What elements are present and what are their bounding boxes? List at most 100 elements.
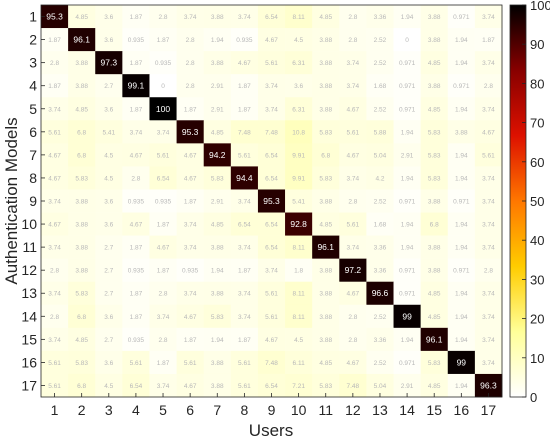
heatmap-cell — [447, 120, 476, 144]
cell-value-label: 3.74 — [238, 245, 251, 252]
cell-value-label: 3.74 — [48, 337, 61, 344]
heatmap-cell — [149, 281, 177, 306]
heatmap-cell — [312, 143, 340, 167]
cell-value-label: 5.83 — [319, 383, 332, 390]
cell-value-label: 5.83 — [75, 175, 88, 182]
cell-value-label: 3.74 — [238, 14, 251, 21]
y-tick-label: 11 — [22, 239, 37, 255]
heatmap-cell — [339, 143, 367, 167]
cell-value-label: 95.3 — [182, 127, 199, 137]
heatmap-cell — [95, 28, 123, 52]
heatmap-cell — [68, 166, 96, 190]
cell-value-label: 3.74 — [482, 291, 495, 298]
cell-value-label: 1.94 — [401, 14, 414, 21]
heatmap-cell — [447, 327, 476, 352]
heatmap-cell — [230, 166, 259, 190]
cell-value-label: 4.67 — [184, 383, 197, 390]
cell-value-label: 2.8 — [159, 337, 168, 344]
heatmap-cell — [285, 327, 313, 352]
cell-value-label: 3.74 — [482, 60, 495, 67]
heatmap-cell — [339, 373, 367, 398]
heatmap-cell — [339, 74, 367, 98]
cell-value-label: 3.88 — [75, 222, 88, 229]
heatmap-cell — [447, 28, 476, 52]
cell-value-label: 3.88 — [211, 14, 224, 21]
heatmap-cell — [447, 5, 476, 29]
cell-value-label: 9.91 — [292, 175, 305, 182]
heatmap-cell — [122, 51, 150, 75]
heatmap-cell — [257, 212, 286, 236]
cell-value-label: 7.48 — [265, 360, 278, 367]
cell-value-label: 0.935 — [155, 199, 172, 206]
heatmap-cell — [339, 350, 367, 375]
heatmap-cell — [95, 74, 123, 98]
y-tick-label: 5 — [29, 101, 37, 117]
cell-value-label: 5.61 — [48, 360, 61, 367]
cell-value-label: 0.971 — [399, 60, 416, 67]
cell-value-label: 3.88 — [319, 106, 332, 113]
cell-value-label: 3.36 — [374, 268, 387, 275]
heatmap-cell — [393, 373, 421, 398]
cell-value-label: 3.74 — [482, 245, 495, 252]
y-tick-label: 7 — [29, 147, 37, 163]
cell-value-label: 3.74 — [238, 199, 251, 206]
cell-value-label: 1.94 — [401, 175, 414, 182]
heatmap-cell — [339, 235, 367, 259]
cell-value-label: 1.94 — [401, 245, 414, 252]
cell-value-label: 5.61 — [48, 383, 61, 390]
heatmap-cell — [203, 120, 232, 144]
cell-value-label: 3.74 — [157, 314, 170, 321]
cell-value-label: 7.48 — [265, 129, 278, 136]
heatmap-cell — [95, 189, 123, 213]
cell-value-label: 2.7 — [104, 291, 113, 298]
heatmap-cell — [366, 120, 394, 144]
colorbar-tick-label: 30 — [530, 272, 544, 287]
cell-value-label: 4.67 — [130, 222, 143, 229]
heatmap-cell — [420, 281, 449, 306]
heatmap-cell — [312, 28, 340, 52]
y-tick-label: 6 — [29, 124, 37, 140]
cell-value-label: 94.4 — [236, 173, 253, 183]
cell-value-label: 5.88 — [374, 129, 387, 136]
heatmap-cell — [339, 97, 367, 121]
heatmap-cell — [474, 212, 503, 236]
heatmap-cell — [122, 74, 150, 98]
cell-value-label: 2.52 — [374, 199, 387, 206]
cell-value-label: 4.67 — [482, 129, 495, 136]
cell-value-label: 1.87 — [130, 106, 143, 113]
cell-value-label: 1.94 — [211, 268, 224, 275]
cell-value-label: 1.87 — [184, 337, 197, 344]
heatmap-cell — [95, 304, 123, 329]
heatmap-cell — [420, 235, 449, 259]
cell-value-label: 4.67 — [130, 152, 143, 159]
heatmap-cell — [149, 304, 177, 329]
cell-value-label: 5.61 — [238, 152, 251, 159]
cell-value-label: 1.94 — [455, 37, 468, 44]
cell-value-label: 3.88 — [211, 245, 224, 252]
cell-value-label: 3.88 — [211, 360, 224, 367]
cell-value-label: 5.61 — [265, 60, 278, 67]
x-tick-label: 8 — [240, 402, 248, 418]
heatmap-cell — [41, 97, 69, 121]
heatmap-cell — [312, 281, 340, 306]
cell-value-label: 5.83 — [428, 152, 441, 159]
heatmap-cell — [176, 235, 205, 259]
cell-value-label: 4.67 — [184, 152, 197, 159]
cell-value-label: 2.7 — [104, 83, 113, 90]
cell-value-label: 96.3 — [480, 380, 497, 390]
heatmap-cell — [230, 189, 259, 213]
cell-value-label: 4.67 — [265, 337, 278, 344]
cell-value-label: 1.94 — [455, 314, 468, 321]
cell-value-label: 4.85 — [428, 60, 441, 67]
cell-value-label: 5.61 — [48, 129, 61, 136]
colorbar-tick-label: 20 — [530, 312, 544, 327]
heatmap-cell — [95, 212, 123, 236]
colorbar-tick-label: 70 — [530, 116, 544, 131]
heatmap-cell — [203, 304, 232, 329]
cell-value-label: 3.36 — [374, 14, 387, 21]
cell-value-label: 6.8 — [77, 383, 86, 390]
cell-value-label: 99.1 — [128, 81, 145, 91]
cell-value-label: 4.85 — [211, 129, 224, 136]
heatmap-cell — [257, 97, 286, 121]
